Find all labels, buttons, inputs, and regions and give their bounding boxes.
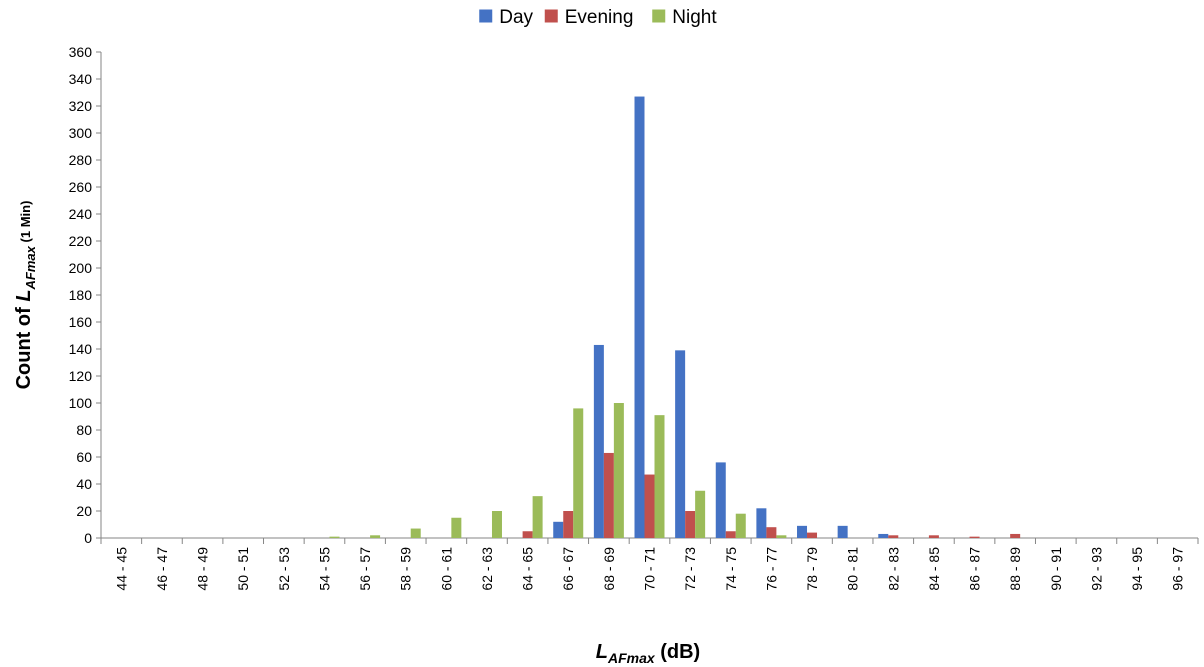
- x-tick-label: 90 - 91: [1048, 547, 1064, 591]
- x-tick-label: 70 - 71: [642, 547, 658, 591]
- bar-evening: [563, 511, 574, 538]
- y-axis: 0 20 40 60 80 100 120 140 160 180 200 220 240 260 280 3…: [69, 44, 102, 546]
- bar-day: [675, 350, 686, 538]
- y-tick-label: 340: [69, 71, 93, 87]
- x-tick-label: 56 - 57: [357, 547, 373, 591]
- bar-evening: [522, 531, 533, 538]
- bar-day: [553, 521, 564, 538]
- bar-night: [613, 403, 624, 538]
- y-tick-label: 120: [69, 368, 93, 384]
- y-tick-label: 40: [76, 476, 92, 492]
- legend-swatch-night: [652, 9, 666, 23]
- x-axis-title: LAFmax (dB): [596, 641, 700, 666]
- y-tick-label: 80: [76, 422, 92, 438]
- bar-night: [532, 496, 543, 538]
- x-axis-title-sub: AFmax: [607, 650, 656, 666]
- bar-night: [695, 490, 706, 538]
- x-tick-label: 50 - 51: [235, 547, 251, 591]
- x-tick-label: 76 - 77: [763, 547, 779, 591]
- bar-series-group: [329, 96, 1021, 539]
- y-axis-title-main: L: [13, 289, 35, 301]
- chart-legend: Day Evening Night: [479, 7, 717, 28]
- bar-day: [634, 96, 645, 539]
- bar-evening: [725, 531, 736, 538]
- bar-evening: [969, 536, 980, 538]
- legend-label-evening: Evening: [565, 7, 634, 28]
- legend-swatch-day: [479, 9, 493, 23]
- x-tick-label: 78 - 79: [804, 547, 820, 591]
- x-tick-label: 88 - 89: [1007, 547, 1023, 591]
- bar-day: [715, 462, 726, 538]
- legend-label-night: Night: [672, 7, 717, 28]
- legend-label-day: Day: [499, 7, 533, 28]
- bar-evening: [603, 452, 614, 538]
- bar-evening: [888, 535, 899, 538]
- x-tick-label: 44 - 45: [113, 547, 129, 591]
- x-tick-label: 66 - 67: [560, 547, 576, 591]
- x-tick-label: 96 - 97: [1170, 547, 1186, 591]
- y-tick-label: 360: [69, 44, 93, 60]
- x-tick-label: 54 - 55: [316, 547, 332, 591]
- bar-night: [370, 535, 381, 538]
- x-axis: 44 - 45 46 - 47 48 - 49 50 - 51 52 - 53 54 - …: [100, 537, 1199, 591]
- bar-evening: [685, 511, 696, 538]
- bar-night: [573, 408, 584, 538]
- x-tick-label: 92 - 93: [1088, 547, 1104, 591]
- y-tick-label: 320: [69, 98, 93, 114]
- y-axis-title: Count of LAFmax (1 Min): [13, 201, 38, 390]
- y-tick-label: 220: [69, 233, 93, 249]
- bar-night: [735, 513, 746, 538]
- x-tick-label: 80 - 81: [845, 547, 861, 591]
- bar-evening: [766, 527, 777, 538]
- x-tick-label: 68 - 69: [601, 547, 617, 591]
- bar-night: [776, 535, 787, 538]
- y-tick-label: 160: [69, 314, 93, 330]
- x-tick-label: 84 - 85: [926, 547, 942, 591]
- bar-night: [654, 415, 665, 538]
- bar-evening: [644, 474, 655, 538]
- x-axis-title-main: L: [596, 641, 608, 663]
- x-tick-label: 62 - 63: [479, 547, 495, 591]
- bar-night: [410, 528, 421, 538]
- x-tick-label: 64 - 65: [520, 547, 536, 591]
- y-tick-label: 60: [76, 449, 92, 465]
- y-axis-title-suffix: (1 Min): [18, 201, 33, 247]
- x-axis-title-suffix: (dB): [655, 641, 701, 663]
- bar-day: [878, 533, 889, 538]
- y-tick-label: 140: [69, 341, 93, 357]
- bar-evening: [1010, 533, 1021, 538]
- bar-evening: [807, 532, 818, 538]
- bar-day: [593, 344, 604, 538]
- y-tick-label: 20: [76, 503, 92, 519]
- y-tick-label: 300: [69, 125, 93, 141]
- x-tick-label: 58 - 59: [398, 547, 414, 591]
- y-tick-label: 100: [69, 395, 93, 411]
- bar-evening: [928, 535, 939, 538]
- legend-swatch-evening: [544, 9, 558, 23]
- y-tick-label: 200: [69, 260, 93, 276]
- x-tick-label: 52 - 53: [276, 547, 292, 591]
- bar-night: [329, 536, 340, 538]
- bar-day: [756, 508, 767, 538]
- x-tick-label: 60 - 61: [438, 547, 454, 591]
- y-tick-label: 240: [69, 206, 93, 222]
- x-tick-label: 46 - 47: [154, 547, 170, 591]
- x-tick-label: 86 - 87: [967, 547, 983, 591]
- y-tick-label: 260: [69, 179, 93, 195]
- bar-night: [491, 511, 502, 538]
- bar-day: [797, 525, 808, 538]
- bar-day: [837, 525, 848, 538]
- y-tick-label: 0: [84, 530, 92, 546]
- y-tick-label: 180: [69, 287, 93, 303]
- x-tick-label: 48 - 49: [195, 547, 211, 591]
- bar-night: [451, 517, 462, 538]
- y-axis-title-prefix: Count of: [13, 302, 35, 390]
- x-tick-label: 82 - 83: [885, 547, 901, 591]
- y-axis-title-sub: AFmax: [23, 245, 38, 290]
- x-tick-label: 94 - 95: [1129, 547, 1145, 591]
- x-tick-label: 72 - 73: [682, 547, 698, 591]
- x-tick-label: 74 - 75: [723, 547, 739, 591]
- y-tick-label: 280: [69, 152, 93, 168]
